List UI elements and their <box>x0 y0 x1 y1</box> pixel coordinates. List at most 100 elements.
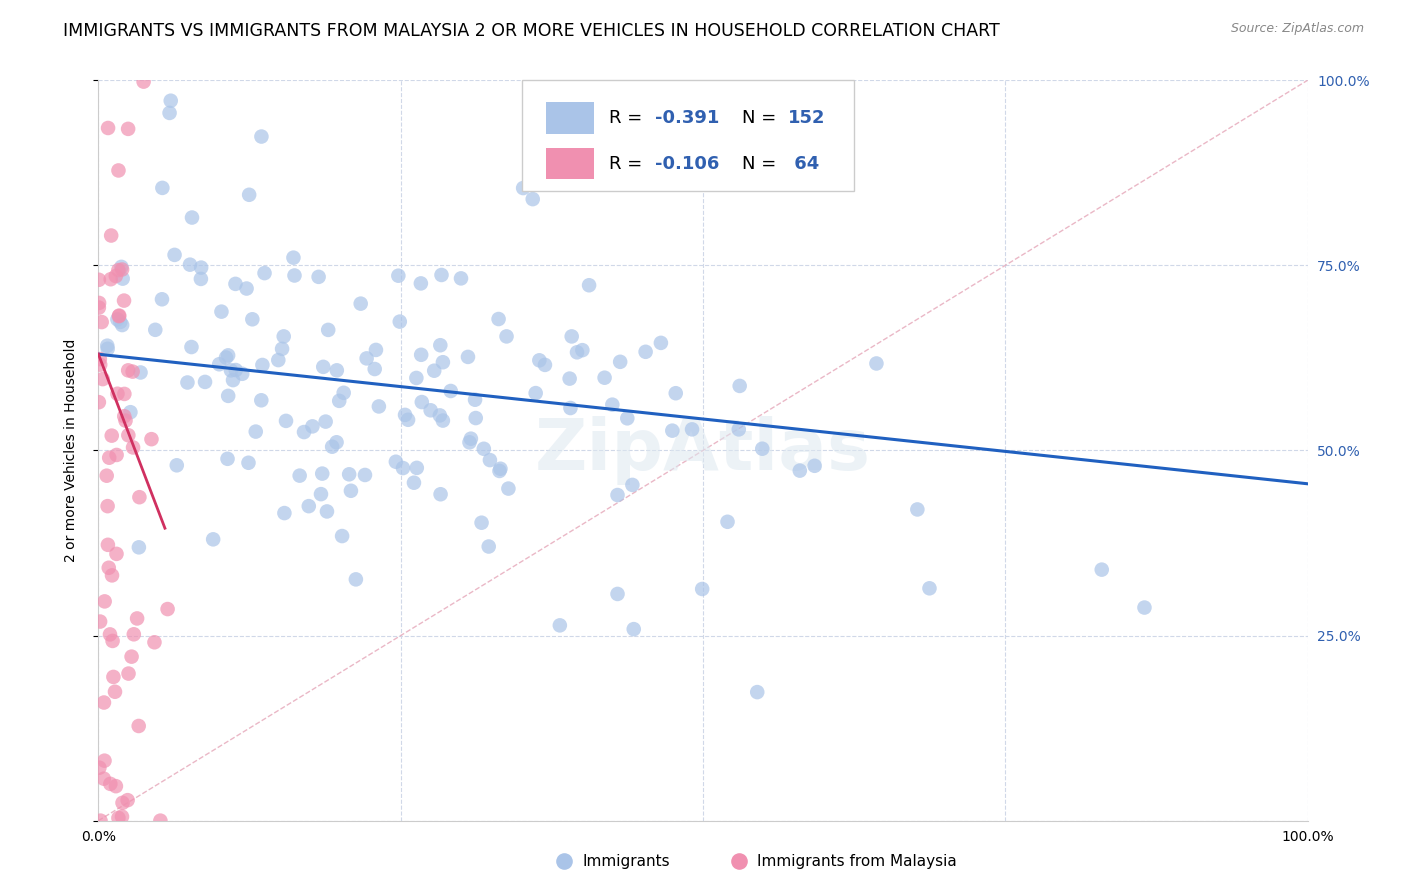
Point <box>93 594 115 608</box>
Point <box>789 464 811 478</box>
Point <box>117 363 139 377</box>
Point <box>107 312 129 326</box>
Text: R =: R = <box>609 155 648 173</box>
Point <box>405 371 427 385</box>
Point <box>283 251 305 265</box>
Point <box>208 357 231 371</box>
Point <box>548 618 571 632</box>
Point <box>111 318 134 332</box>
Point <box>328 393 350 408</box>
Point <box>316 504 339 518</box>
Point <box>149 814 172 828</box>
Point <box>571 343 593 358</box>
Point <box>224 277 246 291</box>
Point <box>250 393 273 408</box>
Point <box>458 435 481 450</box>
Point <box>411 395 433 409</box>
Point <box>292 425 315 439</box>
Point <box>104 779 127 793</box>
Text: N =: N = <box>742 155 782 173</box>
Point <box>98 627 121 641</box>
Point <box>97 342 120 356</box>
Point <box>87 395 110 409</box>
Point <box>111 810 134 824</box>
Text: Source: ZipAtlas.com: Source: ZipAtlas.com <box>1230 22 1364 36</box>
Point <box>89 761 111 775</box>
Point <box>316 323 339 337</box>
Point <box>288 468 311 483</box>
Point <box>127 611 149 625</box>
Point <box>225 363 247 377</box>
Point <box>105 547 128 561</box>
Point <box>392 461 415 475</box>
Point <box>488 464 510 478</box>
Point <box>215 351 238 365</box>
Point <box>129 366 152 380</box>
Point <box>108 309 131 323</box>
Point <box>301 419 323 434</box>
Point <box>661 424 683 438</box>
Point <box>321 440 343 454</box>
Point <box>150 181 173 195</box>
Point <box>267 353 290 368</box>
Point <box>495 329 517 343</box>
Point <box>238 456 260 470</box>
Text: R =: R = <box>609 109 648 127</box>
Point <box>409 277 432 291</box>
Text: ZipAtlas: ZipAtlas <box>536 416 870 485</box>
Point <box>606 587 628 601</box>
Point <box>181 211 204 225</box>
Point <box>112 293 135 308</box>
Point <box>440 384 463 398</box>
Point <box>402 475 425 490</box>
Point <box>727 422 749 436</box>
Point <box>87 301 110 315</box>
Point <box>457 350 479 364</box>
Point <box>143 323 166 337</box>
Point <box>524 386 547 401</box>
Point <box>690 582 713 596</box>
Point <box>1091 563 1114 577</box>
Point <box>180 340 202 354</box>
Point <box>432 355 454 369</box>
Text: 152: 152 <box>787 109 825 127</box>
Point <box>330 529 353 543</box>
Point <box>609 355 631 369</box>
Point <box>621 478 644 492</box>
Point <box>747 685 769 699</box>
Point <box>464 411 486 425</box>
Point <box>128 541 150 555</box>
Point <box>312 359 335 374</box>
Point <box>107 811 129 825</box>
Point <box>865 356 887 370</box>
Point <box>107 263 129 277</box>
Point <box>97 499 120 513</box>
Point <box>623 622 645 636</box>
Point <box>87 273 110 287</box>
Point <box>100 428 122 442</box>
Point <box>111 262 134 277</box>
Point <box>122 441 145 455</box>
Point <box>394 408 416 422</box>
Point <box>803 458 825 473</box>
Point <box>117 428 139 442</box>
Point <box>489 461 512 475</box>
Point <box>101 634 124 648</box>
Point <box>681 422 703 436</box>
Point <box>356 351 378 366</box>
Point <box>578 278 600 293</box>
Point <box>472 442 495 456</box>
Point <box>122 627 145 641</box>
Point <box>450 271 472 285</box>
Text: N =: N = <box>742 109 782 127</box>
Point <box>471 516 494 530</box>
Point <box>478 453 501 467</box>
Point <box>121 365 143 379</box>
Point <box>350 296 373 310</box>
Text: IMMIGRANTS VS IMMIGRANTS FROM MALAYSIA 2 OR MORE VEHICLES IN HOUSEHOLD CORRELATI: IMMIGRANTS VS IMMIGRANTS FROM MALAYSIA 2… <box>63 22 1000 40</box>
Point <box>217 451 239 466</box>
Point <box>194 375 217 389</box>
Point <box>388 315 411 329</box>
Point <box>315 415 337 429</box>
Point <box>478 540 501 554</box>
